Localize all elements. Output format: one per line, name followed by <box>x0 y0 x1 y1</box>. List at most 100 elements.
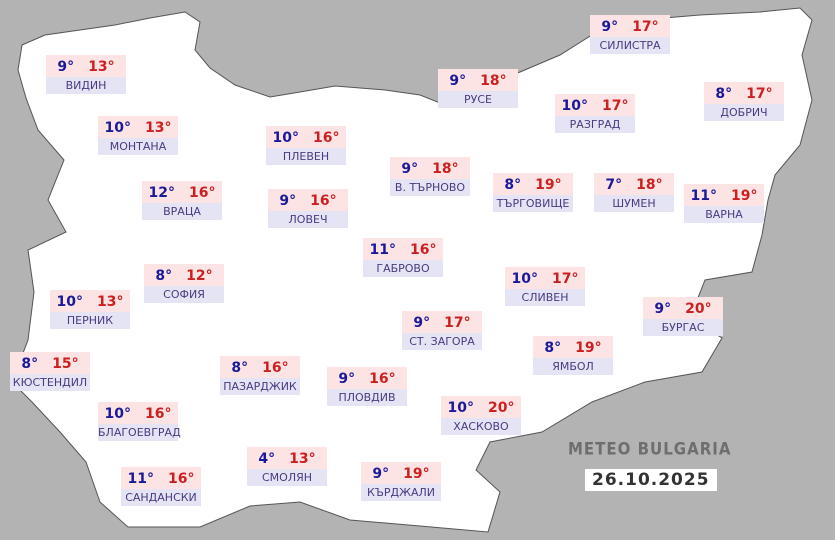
city-label: 9° 13° ВИДИН <box>46 55 126 94</box>
min-temp: 10° <box>561 98 588 114</box>
city-name: ПЕРНИК <box>50 312 130 329</box>
city-name: БЛАГОЕВГРАД <box>98 424 181 441</box>
temperature-row: 8° 16° <box>220 356 300 378</box>
max-temp: 20° <box>488 400 515 416</box>
city-label: 7° 18° ШУМЕН <box>594 173 674 212</box>
city-name: БУРГАС <box>643 319 723 336</box>
city-name: ВРАЦА <box>142 203 222 220</box>
city-label: 9° 18° РУСЕ <box>438 69 518 108</box>
temperature-row: 10° 13° <box>50 290 130 312</box>
min-temp: 9° <box>372 466 390 482</box>
city-label: 8° 12° СОФИЯ <box>144 264 224 303</box>
temperature-row: 8° 15° <box>10 352 90 374</box>
brand-watermark: METEO BULGARIA <box>568 438 732 460</box>
min-temp: 9° <box>279 193 297 209</box>
city-name: ПАЗАРДЖИК <box>220 378 300 395</box>
city-label: 8° 15° КЮСТЕНДИЛ <box>10 352 90 391</box>
max-temp: 19° <box>575 340 602 356</box>
city-name: СТ. ЗАГОРА <box>402 333 482 350</box>
temperature-row: 9° 13° <box>46 55 126 77</box>
city-name: РАЗГРАД <box>555 116 635 133</box>
max-temp: 16° <box>410 242 437 258</box>
max-temp: 18° <box>432 161 459 177</box>
min-temp: 8° <box>715 86 733 102</box>
temperature-row: 9° 17° <box>590 15 670 37</box>
max-temp: 13° <box>88 59 115 75</box>
min-temp: 9° <box>654 301 672 317</box>
city-label: 10° 13° МОНТАНА <box>98 116 178 155</box>
temperature-row: 11° 19° <box>684 184 764 206</box>
max-temp: 18° <box>636 177 663 193</box>
max-temp: 18° <box>480 73 507 89</box>
city-name: МОНТАНА <box>98 138 178 155</box>
city-name: ВАРНА <box>684 206 764 223</box>
min-temp: 8° <box>155 268 173 284</box>
city-name: В. ТЪРНОВО <box>390 179 470 196</box>
max-temp: 17° <box>602 98 629 114</box>
max-temp: 16° <box>310 193 337 209</box>
temperature-row: 8° 19° <box>493 173 573 195</box>
city-label: 9° 20° БУРГАС <box>643 297 723 336</box>
city-name: ВИДИН <box>46 77 126 94</box>
min-temp: 4° <box>258 451 276 467</box>
max-temp: 17° <box>746 86 773 102</box>
min-temp: 7° <box>605 177 623 193</box>
city-label: 10° 17° РАЗГРАД <box>555 94 635 133</box>
max-temp: 20° <box>685 301 712 317</box>
city-label: 10° 16° ПЛЕВЕН <box>266 126 346 165</box>
city-label: 9° 16° ЛОВЕЧ <box>268 189 348 228</box>
temperature-row: 9° 19° <box>361 462 441 484</box>
min-temp: 11° <box>369 242 396 258</box>
city-label: 9° 18° В. ТЪРНОВО <box>390 157 470 196</box>
min-temp: 9° <box>449 73 467 89</box>
min-temp: 12° <box>148 185 175 201</box>
max-temp: 13° <box>145 120 172 136</box>
city-name: ХАСКОВО <box>441 418 521 435</box>
city-label: 12° 16° ВРАЦА <box>142 181 222 220</box>
city-label: 10° 13° ПЕРНИК <box>50 290 130 329</box>
city-name: ЯМБОЛ <box>533 358 613 375</box>
temperature-row: 10° 16° <box>98 402 178 424</box>
min-temp: 10° <box>511 271 538 287</box>
min-temp: 9° <box>401 161 419 177</box>
max-temp: 19° <box>535 177 562 193</box>
min-temp: 8° <box>544 340 562 356</box>
temperature-row: 9° 16° <box>268 189 348 211</box>
temperature-row: 8° 12° <box>144 264 224 286</box>
forecast-date: 26.10.2025 <box>585 469 717 491</box>
city-label: 9° 17° СТ. ЗАГОРА <box>402 311 482 350</box>
temperature-row: 9° 17° <box>402 311 482 333</box>
city-name: ДОБРИЧ <box>704 104 784 121</box>
city-label: 8° 17° ДОБРИЧ <box>704 82 784 121</box>
temperature-row: 11° 16° <box>363 238 443 260</box>
min-temp: 10° <box>272 130 299 146</box>
max-temp: 16° <box>369 371 396 387</box>
max-temp: 17° <box>632 19 659 35</box>
min-temp: 11° <box>690 188 717 204</box>
temperature-row: 10° 20° <box>441 396 521 418</box>
min-temp: 9° <box>413 315 431 331</box>
temperature-row: 9° 20° <box>643 297 723 319</box>
city-name: СОФИЯ <box>144 286 224 303</box>
min-temp: 10° <box>56 294 83 310</box>
temperature-row: 10° 13° <box>98 116 178 138</box>
city-name: СЛИВЕН <box>505 289 585 306</box>
city-name: КЪРДЖАЛИ <box>361 484 441 501</box>
max-temp: 17° <box>552 271 579 287</box>
temperature-row: 12° 16° <box>142 181 222 203</box>
city-name: ТЪРГОВИЩЕ <box>493 195 573 212</box>
temperature-row: 8° 17° <box>704 82 784 104</box>
city-name: ПЛЕВЕН <box>266 148 346 165</box>
min-temp: 9° <box>338 371 356 387</box>
max-temp: 19° <box>731 188 758 204</box>
city-label: 8° 16° ПАЗАРДЖИК <box>220 356 300 395</box>
city-label: 11° 19° ВАРНА <box>684 184 764 223</box>
min-temp: 10° <box>447 400 474 416</box>
city-name: ПЛОВДИВ <box>327 389 407 406</box>
city-label: 10° 17° СЛИВЕН <box>505 267 585 306</box>
max-temp: 15° <box>52 356 79 372</box>
min-temp: 10° <box>104 406 131 422</box>
max-temp: 13° <box>289 451 316 467</box>
city-name: ШУМЕН <box>594 195 674 212</box>
city-label: 11° 16° ГАБРОВО <box>363 238 443 277</box>
